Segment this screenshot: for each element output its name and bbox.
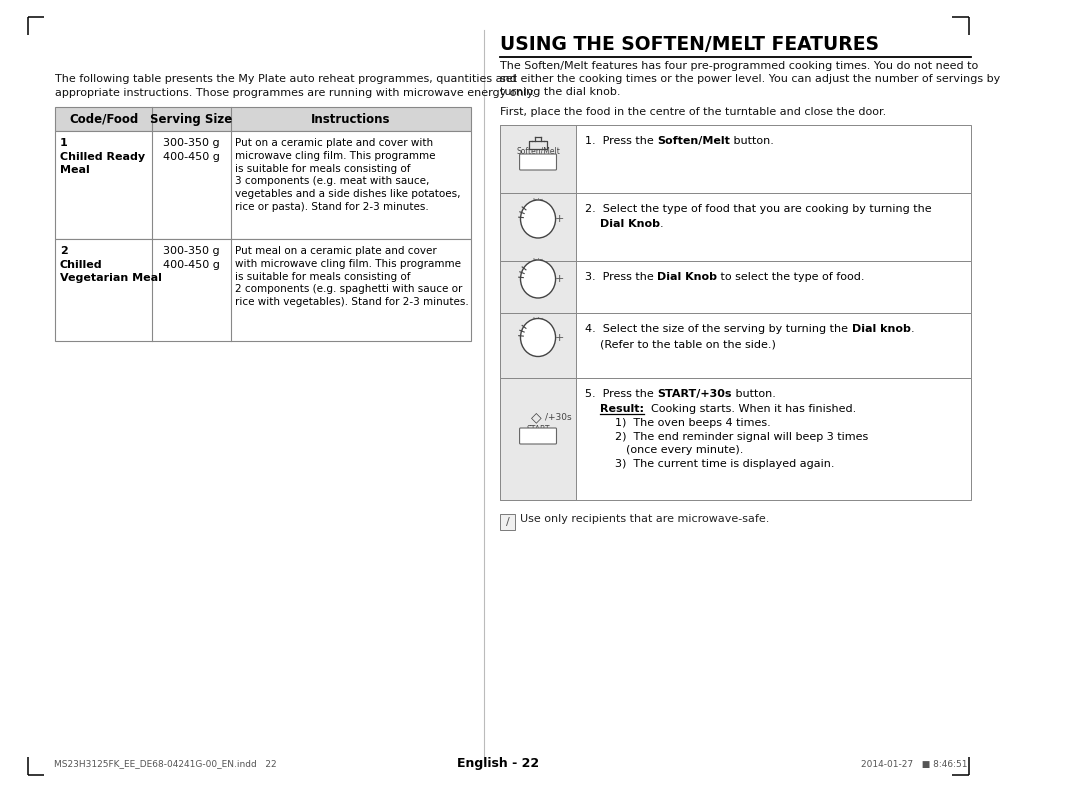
Text: Soften/Melt: Soften/Melt: [658, 136, 730, 146]
Text: Instructions: Instructions: [311, 112, 391, 125]
Text: .: .: [910, 324, 914, 334]
Text: 2.  Select the type of food that you are cooking by turning the: 2. Select the type of food that you are …: [585, 204, 932, 214]
Text: 1: 1: [60, 138, 68, 148]
Text: appropriate instructions. Those programmes are running with microwave energy onl: appropriate instructions. Those programm…: [55, 87, 536, 97]
Text: is suitable for meals consisting of: is suitable for meals consisting of: [235, 164, 410, 173]
Text: Put on a ceramic plate and cover with: Put on a ceramic plate and cover with: [235, 138, 433, 148]
Text: 400-450 g: 400-450 g: [163, 260, 220, 269]
Text: MS23H3125FK_EE_DE68-04241G-00_EN.indd   22: MS23H3125FK_EE_DE68-04241G-00_EN.indd 22: [54, 760, 276, 768]
Text: Meal: Meal: [60, 165, 90, 175]
Text: set either the cooking times or the power level. You can adjust the number of se: set either the cooking times or the powe…: [500, 74, 1000, 84]
Circle shape: [521, 200, 555, 238]
Bar: [500, 378, 971, 500]
Text: Dial Knob: Dial Knob: [658, 272, 717, 282]
Text: Soften/Melt: Soften/Melt: [516, 147, 559, 155]
Text: turning the dial knob.: turning the dial knob.: [500, 87, 621, 97]
Text: Code/Food: Code/Food: [69, 112, 138, 125]
Text: h/ø: h/ø: [532, 198, 543, 204]
Circle shape: [521, 260, 555, 298]
Text: is suitable for meals consisting of: is suitable for meals consisting of: [235, 272, 410, 282]
Text: with microwave cling film. This programme: with microwave cling film. This programm…: [235, 259, 461, 268]
Bar: [500, 378, 576, 500]
Text: button.: button.: [732, 389, 775, 399]
Bar: [500, 261, 576, 313]
Text: The Soften/Melt features has four pre-programmed cooking times. You do not need : The Soften/Melt features has four pre-pr…: [500, 61, 978, 71]
Bar: [500, 193, 576, 261]
Bar: [500, 125, 576, 193]
Text: Chilled: Chilled: [60, 260, 103, 269]
Text: 3)  The current time is displayed again.: 3) The current time is displayed again.: [615, 459, 834, 469]
Text: (once every minute).: (once every minute).: [625, 445, 743, 455]
Text: 4.  Select the size of the serving by turning the: 4. Select the size of the serving by tur…: [585, 324, 852, 334]
Bar: [500, 514, 515, 530]
Text: The following table presents the My Plate auto reheat programmes, quantities and: The following table presents the My Plat…: [55, 74, 517, 84]
Text: ◇: ◇: [531, 410, 541, 424]
Text: 3.  Press the: 3. Press the: [585, 272, 658, 282]
Text: Vegetarian Meal: Vegetarian Meal: [60, 273, 162, 283]
Text: 3 components (e.g. meat with sauce,: 3 components (e.g. meat with sauce,: [235, 177, 430, 186]
Text: 300-350 g: 300-350 g: [163, 246, 220, 256]
Text: 2)  The end reminder signal will beep 3 times: 2) The end reminder signal will beep 3 t…: [615, 432, 868, 442]
Text: vegetables and a side dishes like potatoes,: vegetables and a side dishes like potato…: [235, 189, 461, 200]
Text: 5.  Press the: 5. Press the: [585, 389, 658, 399]
Text: 400-450 g: 400-450 g: [163, 151, 220, 162]
Text: /: /: [505, 517, 510, 527]
Text: 1.  Press the: 1. Press the: [585, 136, 658, 146]
FancyBboxPatch shape: [519, 428, 556, 444]
Bar: [55, 239, 471, 341]
Text: to select the type of food.: to select the type of food.: [717, 272, 865, 282]
Text: rice or pasta). Stand for 2-3 minutes.: rice or pasta). Stand for 2-3 minutes.: [235, 202, 429, 212]
Text: (Refer to the table on the side.): (Refer to the table on the side.): [599, 339, 775, 349]
Text: Serving Size: Serving Size: [150, 112, 232, 125]
Text: Use only recipients that are microwave-safe.: Use only recipients that are microwave-s…: [521, 514, 770, 524]
Text: +: +: [554, 274, 564, 284]
Bar: [55, 107, 471, 131]
Text: 2 components (e.g. spaghetti with sauce or: 2 components (e.g. spaghetti with sauce …: [235, 284, 462, 295]
Bar: [500, 313, 971, 378]
Text: /+30s: /+30s: [545, 413, 572, 421]
Text: 2: 2: [60, 246, 68, 256]
FancyBboxPatch shape: [519, 154, 556, 170]
Text: h/ø: h/ø: [532, 258, 543, 264]
Text: .: .: [660, 219, 663, 229]
Text: Result:: Result:: [599, 404, 644, 414]
Text: Put meal on a ceramic plate and cover: Put meal on a ceramic plate and cover: [235, 246, 437, 256]
Circle shape: [521, 318, 555, 356]
Text: rice with vegetables). Stand for 2-3 minutes.: rice with vegetables). Stand for 2-3 min…: [235, 297, 469, 307]
Text: button.: button.: [730, 136, 774, 146]
Text: Chilled Ready: Chilled Ready: [60, 151, 145, 162]
Bar: [500, 261, 971, 313]
Text: First, place the food in the centre of the turntable and close the door.: First, place the food in the centre of t…: [500, 107, 887, 117]
Text: microwave cling film. This programme: microwave cling film. This programme: [235, 150, 436, 161]
Text: 2014-01-27   ■ 8:46:51: 2014-01-27 ■ 8:46:51: [861, 760, 968, 768]
Text: 1)  The oven beeps 4 times.: 1) The oven beeps 4 times.: [615, 418, 770, 428]
Text: Dial knob: Dial knob: [852, 324, 910, 334]
Text: h/ø: h/ø: [532, 317, 543, 322]
Bar: [500, 193, 971, 261]
Text: +: +: [554, 214, 564, 224]
Text: +: +: [554, 333, 564, 342]
Text: Cooking starts. When it has finished.: Cooking starts. When it has finished.: [651, 404, 856, 414]
Text: USING THE SOFTEN/MELT FEATURES: USING THE SOFTEN/MELT FEATURES: [500, 35, 879, 54]
Bar: [500, 125, 971, 193]
Text: English - 22: English - 22: [457, 757, 539, 771]
Bar: [500, 313, 576, 378]
Text: Dial Knob: Dial Knob: [599, 219, 660, 229]
Bar: [55, 131, 471, 239]
Text: 300-350 g: 300-350 g: [163, 138, 220, 148]
Text: START: START: [526, 425, 550, 433]
Text: START/+30s: START/+30s: [658, 389, 732, 399]
